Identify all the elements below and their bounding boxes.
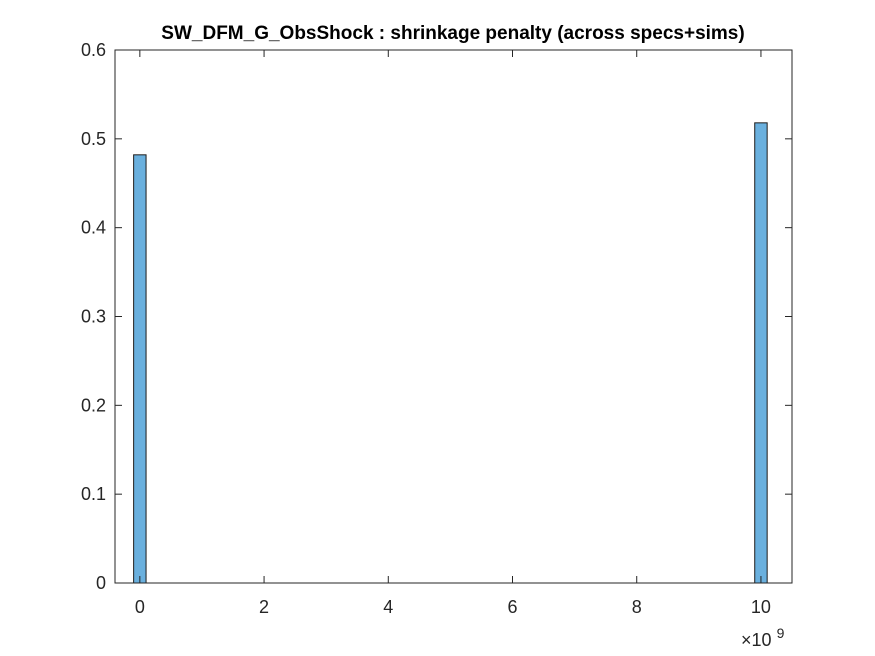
x-tick-label: 2 xyxy=(259,597,269,617)
plot-area-frame xyxy=(114,49,793,584)
y-tick-label: 0.3 xyxy=(81,307,106,327)
x-tick-label: 6 xyxy=(507,597,517,617)
y-tick-label: 0.6 xyxy=(81,40,106,60)
chart-title: SW_DFM_G_ObsShock : shrinkage penalty (a… xyxy=(161,23,744,44)
histogram-bar xyxy=(754,122,768,584)
y-tick-label: 0.1 xyxy=(81,484,106,504)
bars-layer xyxy=(133,122,768,584)
x-tick-label: 10 xyxy=(751,597,771,617)
y-tick-label: 0.5 xyxy=(81,129,106,149)
axes-layer xyxy=(114,49,793,584)
ticks-layer: 0 2 4 6 8 10 0 0.1 0.2 0.3 0.4 0.5 0.6 xyxy=(81,40,792,617)
x-tick-label: 4 xyxy=(383,597,393,617)
histogram-bar xyxy=(133,154,147,584)
y-tick-label: 0.4 xyxy=(81,218,106,238)
x-tick-label: 0 xyxy=(135,597,145,617)
y-tick-label: 0 xyxy=(96,573,106,593)
y-tick-label: 0.2 xyxy=(81,395,106,415)
x-axis-exponent-label: ×10 9 xyxy=(741,625,785,650)
x-axis-exponent-base: ×10 xyxy=(741,630,772,650)
x-tick-label: 8 xyxy=(632,597,642,617)
x-axis-exponent-power: 9 xyxy=(777,625,785,641)
